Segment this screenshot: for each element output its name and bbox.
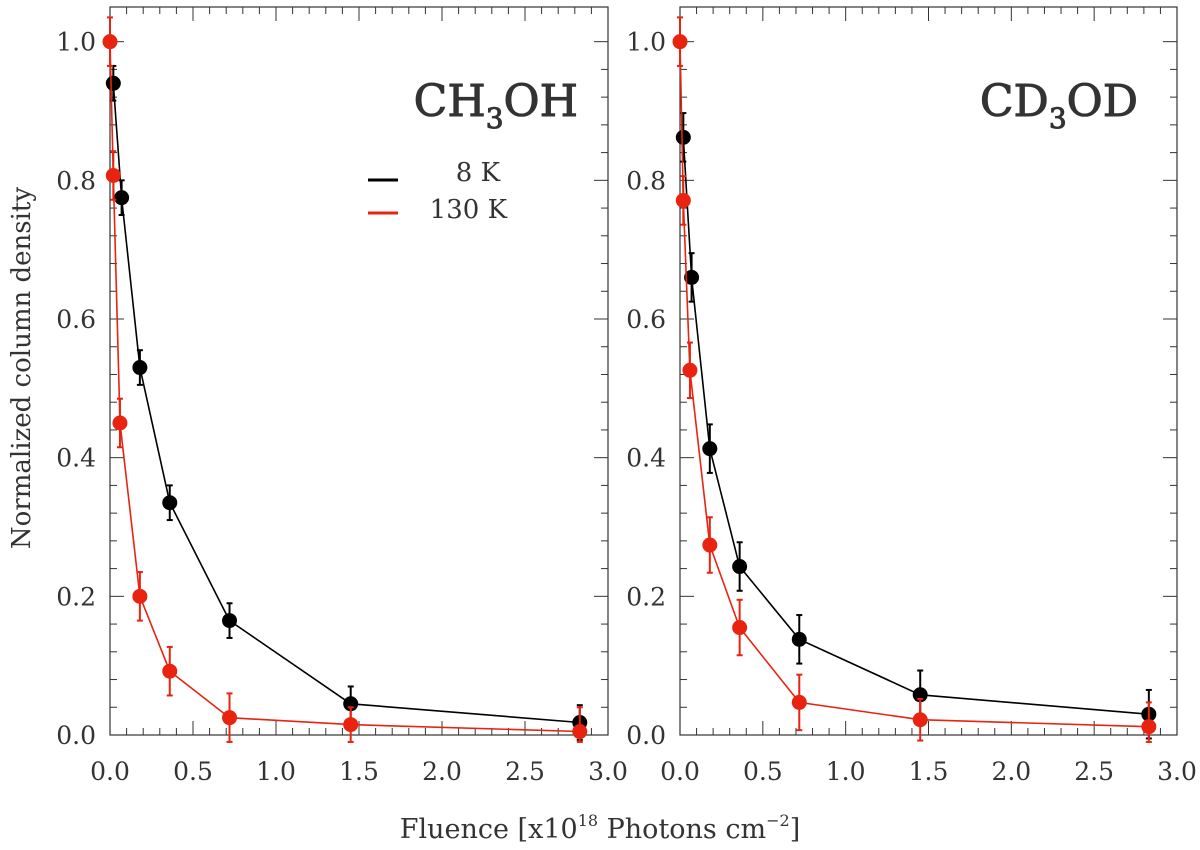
y-tick-label: 0.4 (626, 444, 666, 473)
series-line-8k (682, 137, 1149, 715)
series-line-130k (109, 41, 580, 733)
x-tick-label: 2.5 (505, 757, 545, 786)
x-axis-label-prefix: Fluence [x10 (400, 814, 578, 845)
y-tick-label: 0.0 (626, 721, 666, 750)
panel-title-sub: 3 (1049, 102, 1067, 135)
data-point-8k (222, 613, 238, 629)
y-tick-label: 0.6 (626, 305, 666, 334)
x-axis-label-exponent2: −2 (766, 811, 790, 830)
axis-ticks: 0.0 0.5 1.0 1.5 2.0 2.5 3.0 0.0 0.2 0.4 0.6 0.8 1.0 (626, 7, 1197, 786)
data-point-8k (675, 129, 691, 145)
series-line-8k (112, 83, 580, 724)
data-point-8k (114, 190, 130, 206)
data-point-130k (675, 192, 691, 208)
y-tick-label: 0.2 (626, 582, 666, 611)
panel-title-main: CH (414, 76, 486, 127)
panel-title: CD3OD (980, 76, 1138, 135)
data-point-8k (105, 75, 121, 91)
y-tick-label: 1.0 (56, 28, 96, 57)
data-point-130k (1141, 719, 1157, 735)
x-tick-label: 0.0 (660, 757, 700, 786)
series-line-130k (679, 41, 1149, 728)
data-point-130k (672, 34, 688, 50)
x-axis-label-mid: Photons cm (598, 814, 766, 845)
x-tick-label: 1.0 (256, 757, 296, 786)
data-point-8k (162, 495, 178, 511)
data-point-130k (791, 694, 807, 710)
x-tick-label: 1.5 (909, 757, 949, 786)
data-point-130k (682, 362, 698, 378)
data-point-8k (132, 360, 148, 376)
x-tick-label: 0.5 (173, 757, 213, 786)
data-point-130k (222, 710, 238, 726)
x-tick-label: 0.5 (743, 757, 783, 786)
data-point-130k (702, 537, 718, 553)
data-point-8k (702, 441, 718, 457)
data-point-130k (162, 663, 178, 679)
y-tick-label: 0.6 (56, 305, 96, 334)
y-axis-label: Normalized column density (7, 187, 37, 549)
data-point-130k (732, 620, 748, 636)
data-point-8k (343, 696, 359, 712)
legend-label-130k: 130 K (430, 195, 508, 225)
y-tick-label: 0.0 (56, 721, 96, 750)
data-point-130k (102, 34, 118, 50)
data-point-8k (791, 631, 807, 647)
x-tick-label: 2.0 (991, 757, 1031, 786)
panel-title-main: CD (980, 76, 1049, 127)
data-point-130k (343, 717, 359, 733)
y-tick-label: 1.0 (626, 28, 666, 57)
x-tick-label: 0.0 (90, 757, 130, 786)
legend-label-8k: 8 K (456, 158, 501, 188)
x-axis-label-suffix: ] (790, 814, 801, 845)
data-point-8k (732, 559, 748, 575)
panel-title-tail: OH (504, 76, 578, 127)
x-axis-label-exponent: 18 (578, 811, 598, 830)
data-marks (672, 16, 1157, 743)
panel-title: CH3OH (414, 76, 578, 135)
legend: 8 K 130 K (368, 158, 508, 225)
data-point-130k (132, 588, 148, 604)
x-tick-label: 1.0 (826, 757, 866, 786)
y-tick-label: 0.8 (626, 166, 666, 195)
panel-title-sub: 3 (486, 102, 504, 135)
y-tick-label: 0.8 (56, 166, 96, 195)
data-point-130k (105, 167, 121, 183)
x-tick-label: 2.5 (1074, 757, 1114, 786)
data-point-130k (112, 415, 128, 431)
x-tick-label: 1.5 (339, 757, 379, 786)
x-tick-label: 2.0 (422, 757, 462, 786)
data-point-130k (572, 724, 588, 740)
panel-cd3od: 0.0 0.5 1.0 1.5 2.0 2.5 3.00.00.20.40.60.81.0 … (626, 6, 1197, 786)
panel-title-tail: OD (1067, 76, 1138, 127)
data-point-130k (912, 712, 928, 728)
x-tick-label: 3.0 (588, 757, 628, 786)
x-axis-label: Fluence [x1018 Photons cm−2] (400, 811, 801, 845)
y-tick-label: 0.4 (56, 444, 96, 473)
axis-ticks: 0.0 0.5 1.0 1.5 2.0 2.5 3.0 0.0 0.2 0.4 0.6 0.8 1.0 (56, 7, 628, 786)
x-tick-label: 3.0 (1157, 757, 1197, 786)
data-marks (102, 16, 588, 743)
data-point-8k (912, 687, 928, 703)
y-tick-label: 0.2 (56, 582, 96, 611)
panel-ch3oh: 0.0 0.5 1.0 1.5 2.0 2.5 3.00.00.20.40.60.81.0 … (56, 6, 628, 786)
data-point-8k (684, 269, 700, 285)
